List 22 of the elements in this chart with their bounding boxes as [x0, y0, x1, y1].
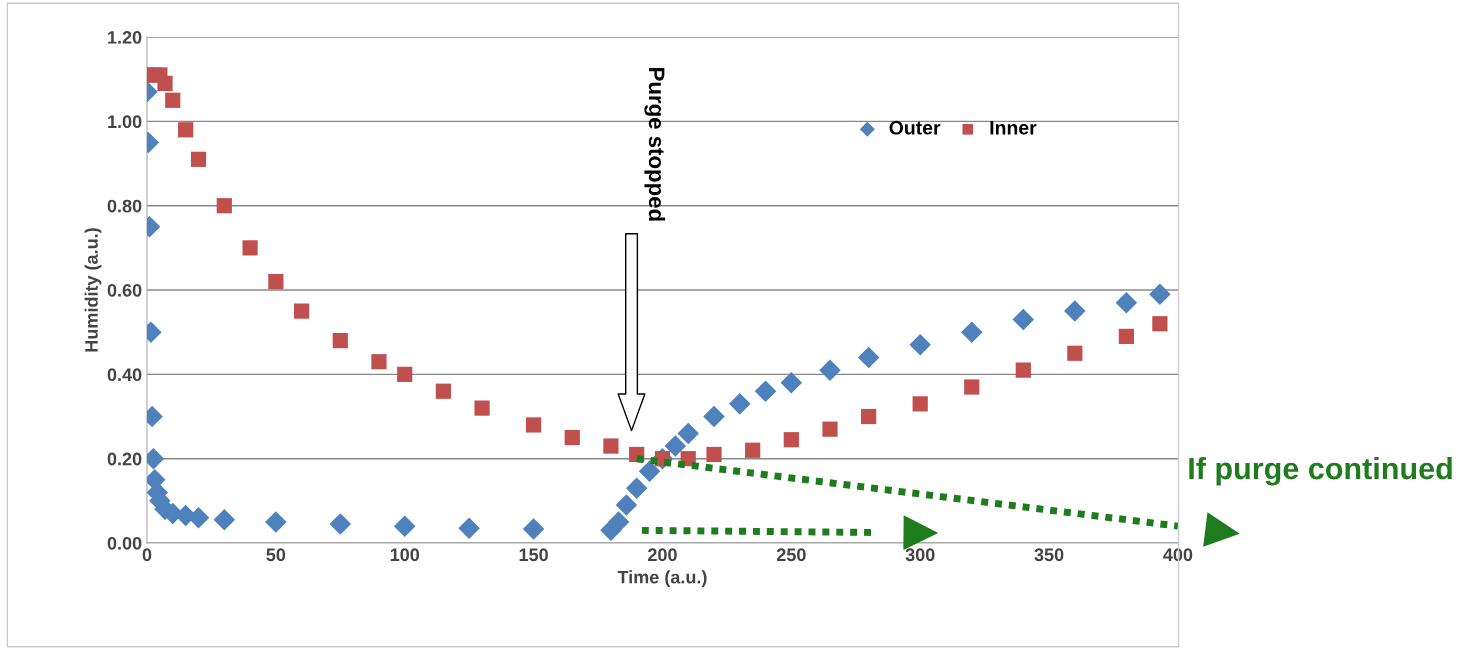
x-tick-label: 50	[266, 548, 286, 562]
x-tick-label: 250	[776, 548, 806, 562]
y-tick-label: 1.00	[108, 115, 142, 129]
y-tick-label: 0.60	[107, 283, 142, 297]
x-tick-label: 400	[1163, 548, 1193, 562]
y-tick-label: 1.20	[108, 30, 142, 44]
legend-label: Outer	[889, 120, 941, 135]
y-tick-label: 0.20	[107, 452, 142, 466]
x-tick-label: 100	[390, 548, 420, 562]
y-axis-title: Humidity (a.u.)	[84, 228, 102, 352]
x-tick-label: 350	[1034, 548, 1064, 562]
x-axis-title: Time (a.u.)	[617, 570, 707, 588]
series-label: If purge continued	[1189, 456, 1452, 486]
legend-label: Inner	[990, 121, 1037, 135]
y-tick-label: 0.00	[107, 536, 142, 550]
y-tick-label: 0.40	[107, 368, 142, 382]
y-tick-label: 0.80	[107, 199, 142, 213]
x-tick-label: 0	[142, 548, 152, 562]
x-tick-label: 300	[905, 548, 935, 562]
annotation: Purge stopped	[644, 68, 666, 221]
x-tick-label: 150	[519, 548, 548, 562]
x-tick-label: 200	[648, 548, 677, 562]
